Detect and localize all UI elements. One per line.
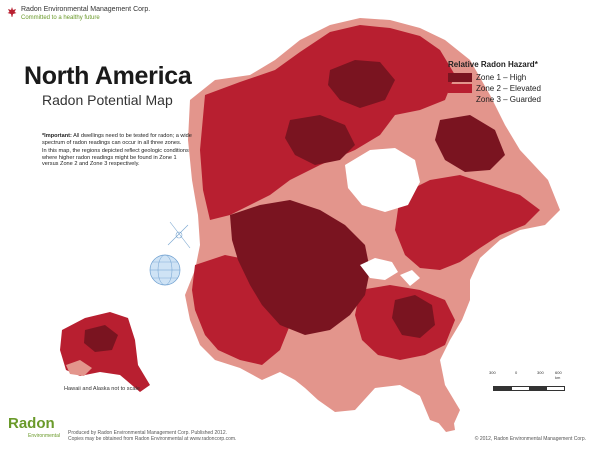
important-note: *Important: All dwellings need to be tes…	[42, 133, 192, 170]
footer-logo-sub: Environmental	[28, 433, 60, 439]
legend-title: Relative Radon Hazard*	[448, 60, 538, 69]
scale-label-1: 0	[515, 370, 518, 375]
scale-label-2: 300	[537, 370, 544, 375]
scale-bar: 300 0 300 600 km	[489, 370, 565, 391]
legend-item-zone2: Zone 2 – Elevated	[448, 83, 541, 94]
zone1-shield	[285, 115, 355, 165]
note-line1: All dwellings need to be tested for rado…	[42, 133, 192, 146]
alaska-zone1	[84, 325, 118, 352]
hawaii-alaska-note: Hawaii and Alaska not to scale	[64, 386, 140, 392]
zone1-arctic	[328, 60, 395, 108]
legend: Relative Radon Hazard* Zone 1 – High Zon…	[448, 60, 541, 105]
copyright: © 2012, Radon Environmental Management C…	[474, 436, 586, 442]
globe-icon	[149, 254, 181, 286]
credit-line-2: Copies may be obtained from Radon Enviro…	[68, 436, 237, 442]
hudson-bay	[345, 148, 420, 212]
zone2-label: Zone 2 – Elevated	[476, 84, 541, 93]
maple-leaf-icon	[7, 7, 17, 17]
legend-item-zone3: Zone 3 – Guarded	[448, 94, 541, 105]
scale-label-0: 300	[489, 370, 496, 375]
zone3-swatch	[448, 95, 472, 104]
zone2-swatch	[448, 84, 472, 93]
legend-item-zone1: Zone 1 – High	[448, 72, 541, 83]
credit-line-1: Produced by Radon Environmental Manageme…	[68, 430, 227, 436]
zone2-east	[395, 175, 540, 270]
scale-label-3: 600 km	[555, 370, 562, 380]
scale-graphic	[493, 386, 565, 391]
great-lakes	[360, 258, 420, 286]
scale-labels: 300 0 300 600 km	[489, 370, 565, 386]
map-title: North America	[24, 62, 192, 90]
credits: Produced by Radon Environmental Manageme…	[68, 430, 236, 442]
map-subtitle: Radon Potential Map	[42, 92, 173, 108]
zone1-quebec	[435, 115, 505, 172]
note-line2: In this map, the regions depicted reflec…	[42, 148, 189, 168]
zone1-swatch	[448, 73, 472, 82]
footer-logo-text: Radon	[8, 415, 55, 432]
zone1-appalachia	[392, 295, 435, 338]
florida	[420, 392, 455, 432]
zone1-prairies	[230, 200, 370, 335]
zone3-label: Zone 3 – Guarded	[476, 95, 541, 104]
note-label: *Important:	[42, 133, 72, 139]
company-name: Radon Environmental Management Corp.	[21, 6, 151, 13]
footer-logo: Radon Environmental	[8, 415, 60, 440]
company-tagline: Committed to a healthy future	[21, 15, 100, 21]
brand-header: Radon Environmental Management Corp. Com…	[7, 6, 150, 22]
alaska-inset	[60, 312, 150, 392]
compass-icon	[167, 221, 191, 249]
alaska-zone3	[66, 360, 92, 376]
zone1-label: Zone 1 – High	[476, 73, 527, 82]
